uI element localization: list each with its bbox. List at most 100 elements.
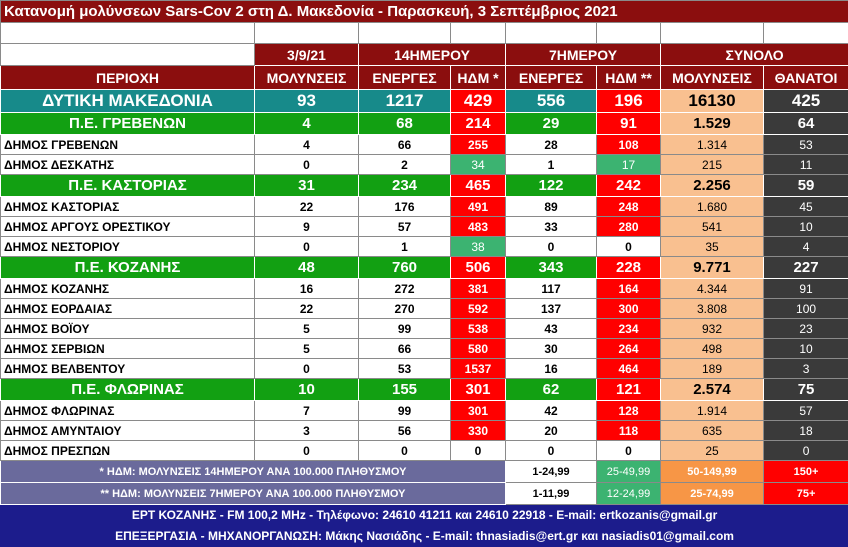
legend-range: 25-74,99	[660, 482, 764, 505]
value-cell: 491	[450, 196, 506, 217]
region-name: ΔΗΜΟΣ ΣΕΡΒΙΩΝ	[0, 338, 255, 359]
value-cell: 57	[358, 216, 451, 237]
value-cell: 122	[505, 174, 597, 197]
value-cell: 164	[596, 278, 661, 299]
table-row: ΔΗΜΟΣ ΚΑΣΤΟΡΙΑΣ 22 176 491 89 248 1.680 45	[0, 196, 848, 217]
blank-cell	[596, 22, 661, 44]
table-row: Π.Ε. ΓΡΕΒΕΝΩΝ 4 68 214 29 91 1.529 64	[0, 112, 848, 135]
value-cell: 234	[358, 174, 451, 197]
value-cell: 121	[596, 378, 661, 401]
region-name: Π.Ε. ΚΑΣΤΟΡΙΑΣ	[0, 174, 255, 197]
value-cell: 4.344	[660, 278, 764, 299]
legend-range: 12-24,99	[596, 482, 661, 505]
table-row: ΔΗΜΟΣ ΠΡΕΣΠΩΝ 0 0 0 0 0 25 0	[0, 440, 848, 461]
table-row: ΠΕΡΙΟΧΗ ΜΟΛΥΝΣΕΙΣ ΕΝΕΡΓΕΣ ΗΔΜ * ΕΝΕΡΓΕΣ ΗΔΜ *…	[0, 65, 848, 90]
table-row: ΔΥΤΙΚΗ ΜΑΚΕΔΟΝΙΑ 93 1217 429 556 196 16130 425	[0, 89, 848, 113]
value-cell: 22	[254, 196, 359, 217]
value-cell: 10	[762, 216, 848, 237]
header-cell: 7ΗΜΕΡΟΥ	[505, 43, 661, 66]
region-name: ΔΗΜΟΣ ΚΟΖΑΝΗΣ	[0, 278, 255, 299]
region-name: Π.Ε. ΓΡΕΒΕΝΩΝ	[0, 112, 255, 135]
region-name: Π.Ε. ΦΛΩΡΙΝΑΣ	[0, 378, 255, 401]
value-cell: 10	[254, 378, 359, 401]
value-cell: 4	[254, 134, 359, 155]
header-cell: ΗΔΜ **	[596, 65, 661, 90]
table-row: ΔΗΜΟΣ ΒΟΪΟΥ 5 99 538 43 234 932 23	[0, 318, 848, 339]
legend-text: * ΗΔΜ: ΜΟΛΥΝΣΕΙΣ 14ΗΜΕΡΟΥ ΑΝΑ 100.000 ΠΛ…	[0, 460, 506, 483]
value-cell: 117	[505, 278, 597, 299]
value-cell: 23	[762, 318, 848, 339]
value-cell: 592	[450, 298, 506, 319]
blank-cell	[0, 43, 255, 66]
value-cell: 272	[358, 278, 451, 299]
value-cell: 2	[358, 154, 451, 175]
value-cell: 214	[450, 112, 506, 135]
value-cell: 1.314	[660, 134, 764, 155]
value-cell: 3	[254, 420, 359, 441]
header-cell: ΕΝΕΡΓΕΣ	[358, 65, 451, 90]
value-cell: 43	[505, 318, 597, 339]
value-cell: 343	[505, 256, 597, 279]
value-cell: 2.256	[660, 174, 764, 197]
value-cell: 38	[450, 236, 506, 257]
blank-cell	[450, 22, 506, 44]
table-row: ΔΗΜΟΣ ΚΟΖΑΝΗΣ 16 272 381 117 164 4.344 91	[0, 278, 848, 299]
header-cell: ΕΝΕΡΓΕΣ	[505, 65, 597, 90]
value-cell: 1.914	[660, 400, 764, 421]
table-row: ΔΗΜΟΣ ΝΕΣΤΟΡΙΟΥ 0 1 38 0 0 35 4	[0, 236, 848, 257]
table-row: ΔΗΜΟΣ ΑΜΥΝΤΑΙΟΥ 3 56 330 20 118 635 18	[0, 420, 848, 441]
value-cell: 506	[450, 256, 506, 279]
value-cell: 30	[505, 338, 597, 359]
table-row: * ΗΔΜ: ΜΟΛΥΝΣΕΙΣ 14ΗΜΕΡΟΥ ΑΝΑ 100.000 ΠΛ…	[0, 460, 848, 483]
value-cell: 215	[660, 154, 764, 175]
region-name: ΔΗΜΟΣ ΚΑΣΤΟΡΙΑΣ	[0, 196, 255, 217]
legend-range: 150+	[762, 460, 848, 483]
value-cell: 760	[358, 256, 451, 279]
blank-cell	[358, 22, 451, 44]
table-row: ΔΗΜΟΣ ΣΕΡΒΙΩΝ 5 66 580 30 264 498 10	[0, 338, 848, 359]
value-cell: 137	[505, 298, 597, 319]
region-name: ΔΗΜΟΣ ΑΜΥΝΤΑΙΟΥ	[0, 420, 255, 441]
value-cell: 42	[505, 400, 597, 421]
legend-range: 50-149,99	[660, 460, 764, 483]
header-cell: ΗΔΜ *	[450, 65, 506, 90]
header-cell: ΠΕΡΙΟΧΗ	[0, 65, 255, 90]
value-cell: 66	[358, 338, 451, 359]
value-cell: 9.771	[660, 256, 764, 279]
value-cell: 248	[596, 196, 661, 217]
value-cell: 0	[762, 440, 848, 461]
value-cell: 5	[254, 318, 359, 339]
value-cell: 31	[254, 174, 359, 197]
blank-cell	[660, 22, 764, 44]
value-cell: 64	[762, 112, 848, 135]
table-row: Π.Ε. ΚΟΖΑΝΗΣ 48 760 506 343 228 9.771 227	[0, 256, 848, 279]
header-cell: 14ΗΜΕΡΟΥ	[358, 43, 506, 66]
value-cell: 1.529	[660, 112, 764, 135]
region-name: ΔΗΜΟΣ ΠΡΕΣΠΩΝ	[0, 440, 255, 461]
legend-range: 75+	[762, 482, 848, 505]
header-cell: ΘΑΝΑΤΟΙ	[762, 65, 848, 90]
value-cell: 189	[660, 358, 764, 379]
value-cell: 56	[358, 420, 451, 441]
value-cell: 29	[505, 112, 597, 135]
table-row: ΕΡΤ ΚΟΖΑΝΗΣ - FM 100,2 MHz - Τηλέφωνο: 2…	[0, 504, 848, 526]
value-cell: 3	[762, 358, 848, 379]
table-row: ΔΗΜΟΣ ΒΕΛΒΕΝΤΟΥ 0 53 1537 16 464 189 3	[0, 358, 848, 379]
value-cell: 301	[450, 378, 506, 401]
value-cell: 20	[505, 420, 597, 441]
value-cell: 4	[762, 236, 848, 257]
blank-cell	[254, 22, 359, 44]
value-cell: 35	[660, 236, 764, 257]
value-cell: 57	[762, 400, 848, 421]
value-cell: 22	[254, 298, 359, 319]
value-cell: 301	[450, 400, 506, 421]
value-cell: 89	[505, 196, 597, 217]
value-cell: 1	[505, 154, 597, 175]
value-cell: 300	[596, 298, 661, 319]
value-cell: 227	[762, 256, 848, 279]
value-cell: 464	[596, 358, 661, 379]
value-cell: 0	[254, 154, 359, 175]
value-cell: 16130	[660, 89, 764, 113]
value-cell: 465	[450, 174, 506, 197]
